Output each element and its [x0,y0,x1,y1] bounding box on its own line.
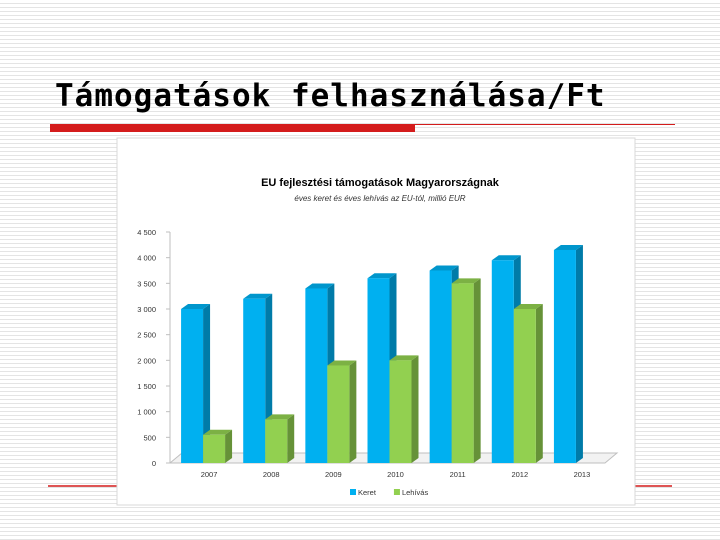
bar [203,434,226,463]
bar [491,260,514,463]
y-tick-label: 3 500 [137,279,156,288]
x-tick-label: 2009 [325,470,342,479]
bar [243,298,266,463]
bar-side [225,429,233,463]
x-tick-label: 2012 [511,470,528,479]
bar-top [491,255,521,261]
bar-top [243,293,273,299]
bar-top [203,429,233,435]
legend-swatch [393,489,400,495]
bar-top [389,355,419,361]
bar [367,278,390,463]
bar-top [367,273,397,279]
legend-label: Lehívás [402,488,429,497]
x-tick-label: 2008 [263,470,280,479]
y-tick-label: 500 [143,433,156,442]
x-tick-label: 2007 [201,470,218,479]
bar [429,270,452,463]
bar-top [305,283,335,289]
bar-top [429,265,459,271]
y-tick-label: 0 [152,459,156,468]
bar [181,309,204,463]
x-tick-label: 2013 [574,470,591,479]
bar-side [473,278,481,463]
bar-top [265,414,295,420]
chart-subtitle: éves keret és éves lehívás az EU-tól, mi… [294,194,465,203]
bar-side [349,360,357,463]
bar-top [327,360,357,366]
bar-top [553,244,583,250]
x-tick-label: 2010 [387,470,404,479]
y-tick-label: 1 500 [137,382,156,391]
bar [305,288,328,463]
bar-top [513,304,543,309]
title-accent [50,124,415,132]
y-tick-label: 2 000 [137,356,156,365]
bar [553,249,576,463]
bar [265,419,288,463]
y-tick-label: 4 000 [137,254,156,263]
chart-title: EU fejlesztési támogatások Magyarországn… [261,177,500,189]
slide-title: Támogatások felhasználása/Ft [55,78,606,114]
y-tick-label: 4 500 [137,228,156,237]
bar [513,309,536,463]
bar-top [181,304,211,309]
bar-side [411,355,419,463]
bar [451,283,474,463]
legend-label: Keret [358,488,377,497]
x-tick-label: 2011 [450,470,466,479]
bar-side [535,304,543,463]
y-tick-label: 2 500 [137,331,156,340]
bar-side [287,414,295,463]
bar-side [575,244,583,463]
bar-side [203,304,211,463]
bar [389,360,412,463]
y-tick-label: 1 000 [137,408,156,417]
bar-top [451,278,481,284]
bar [327,365,350,463]
y-tick-label: 3 000 [137,305,156,314]
legend-swatch [350,489,356,495]
